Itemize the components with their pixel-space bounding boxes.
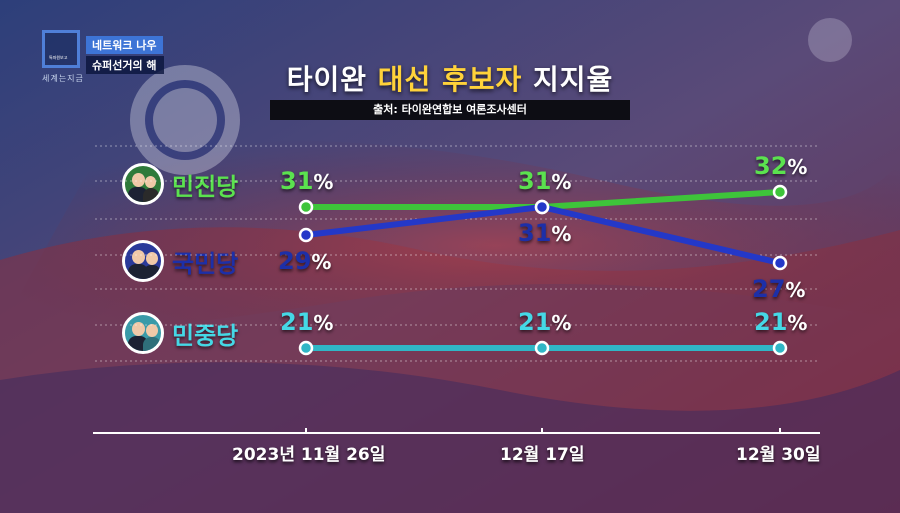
data-label-unit: % bbox=[313, 311, 334, 335]
logo-subtitle: 세계는지금 bbox=[42, 74, 84, 83]
party-legend-dpp: 민진당 bbox=[122, 163, 238, 205]
data-label-value: 27 bbox=[752, 275, 786, 303]
data-label-unit: % bbox=[787, 311, 808, 335]
data-point bbox=[298, 227, 314, 243]
data-point bbox=[772, 184, 788, 200]
data-label: 31% bbox=[280, 167, 333, 195]
data-point bbox=[772, 255, 788, 271]
data-label-value: 31 bbox=[518, 167, 552, 195]
data-label-value: 21 bbox=[518, 308, 552, 336]
data-label-unit: % bbox=[311, 250, 332, 274]
data-label-unit: % bbox=[785, 278, 806, 302]
program-line1: 네트워크 나우 bbox=[86, 36, 163, 54]
data-label: 31% bbox=[518, 167, 571, 195]
data-label-unit: % bbox=[551, 311, 572, 335]
x-tick-label: 12월 17일 bbox=[500, 445, 585, 465]
x-tick-label: 12월 30일 bbox=[736, 445, 821, 465]
data-label-unit: % bbox=[551, 222, 572, 246]
data-label-value: 21 bbox=[754, 308, 788, 336]
data-label: 29% bbox=[278, 247, 331, 275]
source-bar: 출처: 타이완연합보 여론조사센터 bbox=[270, 100, 630, 120]
data-label: 27% bbox=[752, 275, 805, 303]
x-tick-label: 2023년 11월 26일 bbox=[232, 445, 386, 465]
data-label: 21% bbox=[754, 308, 807, 336]
chart-title: 타이완 대선 후보자 지지율 bbox=[0, 58, 900, 98]
party-name: 국민당 bbox=[172, 249, 239, 278]
candidate-photo-dpp bbox=[122, 163, 164, 205]
data-label-value: 31 bbox=[518, 219, 552, 247]
data-label: 21% bbox=[280, 308, 333, 336]
data-point bbox=[534, 199, 550, 215]
data-label: 21% bbox=[518, 308, 571, 336]
data-label-unit: % bbox=[551, 170, 572, 194]
data-label-value: 31 bbox=[280, 167, 314, 195]
candidate-photo-tpp bbox=[122, 312, 164, 354]
data-label: 32% bbox=[754, 152, 807, 180]
data-point bbox=[298, 199, 314, 215]
candidate-photo-kmt bbox=[122, 240, 164, 282]
data-label-unit: % bbox=[313, 170, 334, 194]
title-part1: 타이완 bbox=[286, 63, 367, 96]
data-point bbox=[772, 340, 788, 356]
data-label-value: 29 bbox=[278, 247, 312, 275]
logo-text: 특파원보고 bbox=[49, 55, 68, 60]
broadcast-logo: 특파원보고 bbox=[42, 30, 80, 68]
data-point bbox=[534, 340, 550, 356]
data-label-value: 21 bbox=[280, 308, 314, 336]
title-part2: 지지율 bbox=[533, 63, 614, 96]
party-name: 민중당 bbox=[172, 321, 239, 350]
data-label-unit: % bbox=[787, 155, 808, 179]
title-highlight: 대선 후보자 bbox=[377, 63, 523, 96]
program-label: 네트워크 나우 슈퍼선거의 해 bbox=[86, 34, 164, 74]
party-legend-tpp: 민중당 bbox=[122, 312, 238, 354]
program-line2: 슈퍼선거의 해 bbox=[86, 56, 164, 74]
party-legend-kmt: 국민당 bbox=[122, 240, 238, 282]
data-label-value: 32 bbox=[754, 152, 788, 180]
party-name: 민진당 bbox=[172, 172, 239, 201]
data-point bbox=[298, 340, 314, 356]
data-label: 31% bbox=[518, 219, 571, 247]
